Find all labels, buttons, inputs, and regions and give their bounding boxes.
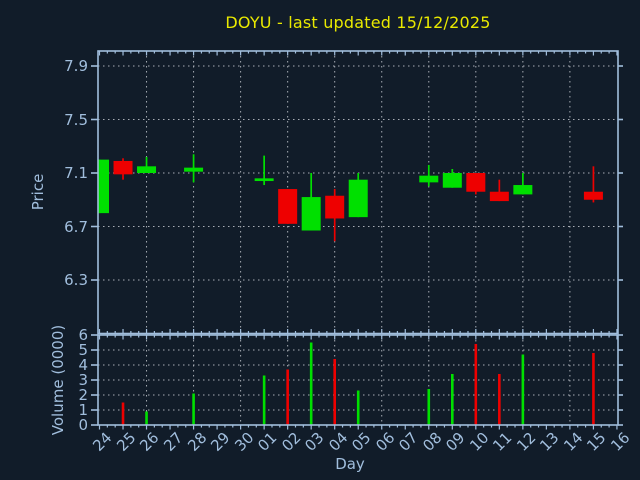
candle-09: [442, 168, 462, 188]
candle-10: [466, 173, 486, 195]
volume-bar-04: [333, 359, 336, 425]
price-tick-7.1: 7.1: [64, 164, 88, 182]
candle-01: [254, 155, 274, 186]
candle-04: [325, 189, 345, 242]
volume-tick-2: 2: [78, 386, 88, 404]
candle-28: [184, 154, 204, 183]
price-tick-7.9: 7.9: [64, 57, 88, 75]
volume-bar-25: [121, 402, 125, 425]
candle-26: [137, 156, 157, 173]
volume-bar-09: [451, 374, 454, 425]
volume-tick-3: 3: [78, 371, 88, 389]
volume-bar-12: [521, 354, 525, 425]
gridlines: [98, 51, 618, 425]
candle-12: [513, 173, 533, 195]
day-axis-label: Day: [335, 455, 365, 473]
candle-15: [583, 166, 603, 203]
candle-03: [301, 173, 321, 231]
tick-marks: [91, 51, 623, 430]
price-tick-6.3: 6.3: [64, 271, 88, 289]
candle-25: [113, 158, 133, 180]
chart-title: DOYU - last updated 15/12/2025: [225, 13, 491, 32]
volume-bar-03: [309, 342, 313, 425]
volume-bar-02: [286, 369, 289, 425]
price-tick-6.7: 6.7: [64, 217, 88, 236]
axes-frames: [97, 50, 619, 426]
volume-tick-0: 0: [78, 416, 88, 434]
volume-bar-15: [592, 353, 595, 425]
volume-bar-01: [262, 375, 266, 425]
candlestick-series: [98, 154, 603, 242]
volume-series: [121, 342, 595, 425]
volume-tick-6: 6: [78, 326, 88, 344]
volume-bar-28: [192, 393, 195, 425]
candle-02: [278, 189, 298, 224]
volume-bar-11: [498, 374, 501, 425]
candle-08: [419, 164, 439, 187]
volume-bar-08: [427, 389, 431, 425]
volume-bar-10: [474, 344, 478, 425]
volume-bar-05: [356, 390, 360, 425]
candle-11: [489, 179, 509, 202]
volume-tick-5: 5: [78, 341, 88, 359]
volume-tick-1: 1: [78, 401, 88, 419]
volume-tick-4: 4: [78, 356, 88, 374]
candle-24: [98, 159, 109, 214]
price-tick-7.5: 7.5: [64, 110, 88, 129]
candle-05: [348, 173, 368, 218]
volume-bar-26: [145, 411, 148, 425]
